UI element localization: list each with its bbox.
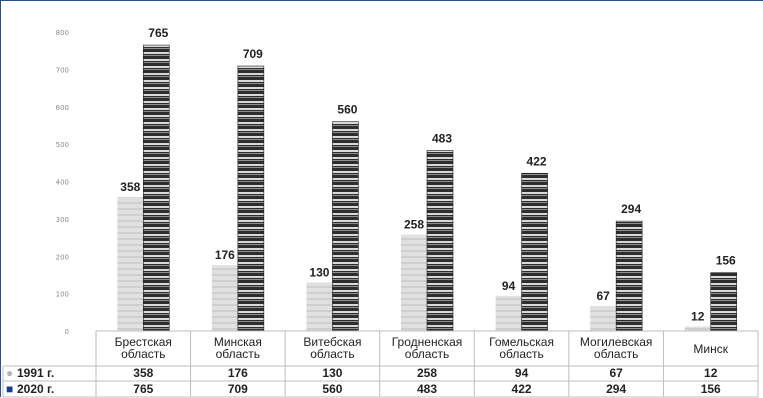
data-label-1991: 94: [502, 279, 516, 293]
table-cell-value: 560: [322, 382, 342, 396]
legend-marker: ●: [6, 366, 13, 380]
data-label-2020: 765: [148, 26, 168, 40]
bar-1991: [401, 234, 427, 331]
data-label-2020: 483: [432, 131, 452, 145]
data-label-2020: 422: [527, 154, 547, 168]
bar-1991: [211, 265, 238, 331]
bar-2020: [615, 220, 643, 332]
category-label: Могилевская область: [580, 335, 653, 361]
legend-series-name: 1991 г.: [17, 366, 54, 380]
y-tick-label: 400: [56, 179, 69, 187]
y-tick-label: 500: [56, 141, 69, 149]
bar-1991: [306, 282, 333, 331]
y-tick-label: 800: [56, 29, 69, 37]
y-tick-label: 100: [56, 291, 69, 299]
category-label: Гродненская область: [392, 335, 463, 361]
bar-2020: [521, 172, 548, 332]
bar-2020: [426, 150, 454, 332]
bar-1991: [590, 305, 617, 331]
data-label-1991: 176: [215, 248, 235, 262]
y-tick-label: 700: [56, 66, 69, 74]
table-cell-value: 94: [515, 366, 529, 380]
bar-1991: [684, 326, 711, 331]
table-cell-value: 67: [609, 366, 623, 380]
category-label: Брестская область: [115, 335, 172, 361]
table-cell-value: 765: [133, 382, 153, 396]
data-label-2020: 156: [716, 254, 736, 268]
y-tick-label: 0: [65, 328, 69, 336]
data-label-1991: 130: [309, 265, 329, 279]
data-label-1991: 67: [596, 289, 610, 303]
y-tick-label: 600: [56, 104, 69, 112]
table-cell-value: 483: [417, 382, 437, 396]
bar-1991: [495, 295, 522, 331]
category-label: Гомельская область: [489, 335, 554, 361]
y-tick-label: 300: [56, 216, 69, 224]
y-tick-label: 200: [56, 253, 69, 261]
data-label-1991: 12: [691, 310, 705, 324]
legend-marker: ■: [6, 382, 13, 396]
table-cell-value: 130: [322, 366, 342, 380]
data-label-2020: 560: [337, 103, 357, 117]
table-cell-value: 156: [701, 382, 721, 396]
bar-2020: [332, 121, 359, 332]
bar-2020: [142, 44, 170, 332]
data-label-2020: 294: [621, 202, 641, 216]
table-cell-value: 709: [228, 382, 248, 396]
bar-2020: [710, 272, 738, 332]
table-cell-value: 294: [606, 382, 626, 396]
table-cell-value: 176: [228, 366, 248, 380]
category-label: Витебская область: [303, 335, 361, 361]
legend-series-name: 2020 г.: [17, 382, 54, 396]
data-label-1991: 258: [404, 218, 424, 232]
bar-2020: [237, 65, 265, 332]
table-cell-value: 12: [704, 366, 718, 380]
table-cell-value: 422: [512, 382, 532, 396]
table-cell-value: 358: [133, 366, 153, 380]
category-label: Минская область: [214, 335, 262, 361]
data-label-2020: 709: [243, 47, 263, 61]
table-cell-value: 258: [417, 366, 437, 380]
data-label-1991: 358: [120, 180, 140, 194]
bar-1991: [117, 197, 144, 331]
category-label: Минск: [693, 342, 728, 356]
